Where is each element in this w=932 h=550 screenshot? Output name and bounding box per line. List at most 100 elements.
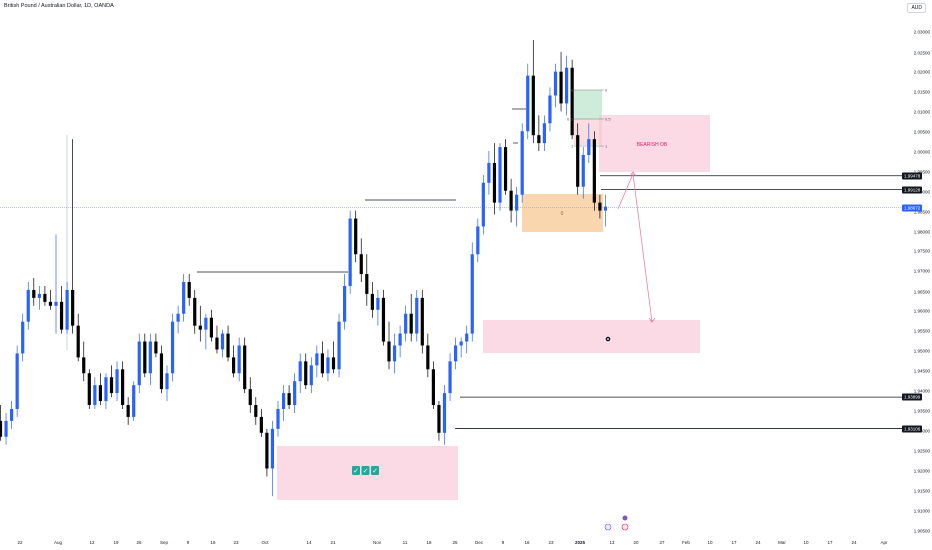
candle-body[interactable] — [248, 389, 252, 406]
candle-body[interactable] — [176, 313, 180, 322]
candle-body[interactable] — [343, 285, 347, 322]
candle-body[interactable] — [454, 345, 458, 362]
fvg-zone[interactable] — [522, 194, 603, 232]
candle-body[interactable] — [404, 313, 408, 334]
candle-body[interactable] — [21, 321, 25, 354]
candle-body[interactable] — [426, 345, 430, 370]
candle-body[interactable] — [165, 373, 169, 390]
candle-body[interactable] — [98, 385, 102, 402]
candle-body[interactable] — [376, 297, 380, 310]
candle-body[interactable] — [492, 162, 497, 203]
candle-body[interactable] — [115, 369, 119, 394]
candle-body[interactable] — [287, 393, 291, 406]
candle-body[interactable] — [520, 131, 524, 195]
candle-body[interactable] — [43, 293, 47, 302]
candle-body[interactable] — [215, 337, 219, 350]
candle-body[interactable] — [182, 282, 186, 314]
candle-body[interactable] — [509, 190, 513, 211]
candle-body[interactable] — [392, 345, 397, 362]
candle-body[interactable] — [65, 289, 69, 330]
candle-body[interactable] — [326, 357, 330, 374]
candle-body[interactable] — [87, 373, 91, 406]
candle-body[interactable] — [515, 194, 519, 211]
candle-body[interactable] — [143, 341, 147, 374]
candle-body[interactable] — [537, 135, 541, 144]
candle-body[interactable] — [48, 301, 53, 306]
candle-body[interactable] — [148, 341, 152, 374]
candle-body[interactable] — [553, 71, 558, 96]
candle-body[interactable] — [159, 353, 164, 390]
candle-body[interactable] — [370, 293, 374, 310]
candle-body[interactable] — [481, 182, 485, 227]
event-icon[interactable] — [604, 523, 612, 531]
candle-body[interactable] — [420, 297, 424, 346]
candle-body[interactable] — [531, 75, 535, 136]
candle-body[interactable] — [259, 416, 263, 433]
candle-body[interactable] — [104, 377, 108, 402]
candle-body[interactable] — [37, 293, 41, 298]
candle-body[interactable] — [109, 377, 114, 394]
candle-body[interactable] — [187, 282, 191, 298]
candle-body[interactable] — [587, 139, 591, 156]
candle-body[interactable] — [359, 254, 363, 275]
candle-body[interactable] — [465, 333, 469, 342]
currency-badge[interactable]: AUD — [907, 3, 926, 13]
candle-body[interactable] — [82, 357, 86, 374]
candle-body[interactable] — [387, 341, 391, 362]
candle-body[interactable] — [121, 369, 125, 406]
candle-body[interactable] — [4, 420, 8, 437]
time-axis[interactable] — [0, 536, 902, 550]
candle-body[interactable] — [265, 432, 269, 469]
candle-body[interactable] — [415, 297, 419, 334]
candle-body[interactable] — [193, 297, 197, 326]
candle-body[interactable] — [309, 365, 313, 386]
candle-body[interactable] — [598, 202, 602, 211]
event-icon[interactable] — [621, 523, 629, 531]
candle-body[interactable] — [592, 139, 596, 203]
candle-body[interactable] — [354, 218, 358, 255]
candle-body[interactable] — [198, 325, 202, 330]
candle-body[interactable] — [126, 405, 130, 417]
candle-body[interactable] — [32, 289, 36, 298]
candle-body[interactable] — [470, 254, 474, 334]
candle-body[interactable] — [565, 67, 569, 104]
candle-body[interactable] — [54, 301, 58, 306]
candle-body[interactable] — [437, 405, 441, 433]
candle-body[interactable] — [243, 345, 247, 390]
candle-body[interactable] — [348, 218, 352, 286]
flag-event-icon[interactable] — [622, 515, 628, 521]
candle-body[interactable] — [71, 289, 75, 326]
candle-body[interactable] — [542, 123, 546, 144]
candle-body[interactable] — [442, 393, 447, 433]
candle-body[interactable] — [10, 408, 14, 421]
candle-body[interactable] — [570, 67, 574, 136]
candle-body[interactable] — [220, 333, 225, 350]
candle-body[interactable] — [459, 341, 463, 346]
candle-body[interactable] — [154, 341, 158, 354]
candle-body[interactable] — [503, 147, 508, 191]
candle-body[interactable] — [281, 393, 286, 409]
candle-body[interactable] — [59, 301, 64, 330]
candle-body[interactable] — [576, 135, 580, 187]
candle-body[interactable] — [298, 361, 302, 382]
candle-body[interactable] — [0, 420, 3, 437]
candle-body[interactable] — [398, 333, 402, 346]
candle-body[interactable] — [93, 385, 97, 406]
candle-body[interactable] — [320, 353, 324, 374]
candle-body[interactable] — [132, 385, 136, 417]
candle-body[interactable] — [381, 297, 386, 342]
target-demand-zone[interactable] — [483, 320, 700, 353]
candle-body[interactable] — [603, 206, 608, 211]
candle-body[interactable] — [498, 147, 502, 203]
candle-body[interactable] — [337, 321, 341, 370]
candle-body[interactable] — [76, 325, 80, 358]
candle-body[interactable] — [476, 226, 480, 255]
chart-area[interactable]: BEARISH OB 0 0 0 0.5 0.5 1 1 ✓ ✓ ✓ British Pound /… — [0, 0, 902, 536]
candle-body[interactable] — [237, 345, 241, 374]
candle-body[interactable] — [559, 71, 563, 104]
candle-body[interactable] — [448, 361, 452, 394]
candle-body[interactable] — [315, 353, 319, 366]
candle-body[interactable] — [170, 321, 175, 374]
price-axis[interactable]: AUD 2.03000 2.02500 2.02000 2.01500 2.01000 2… — [902, 0, 932, 550]
